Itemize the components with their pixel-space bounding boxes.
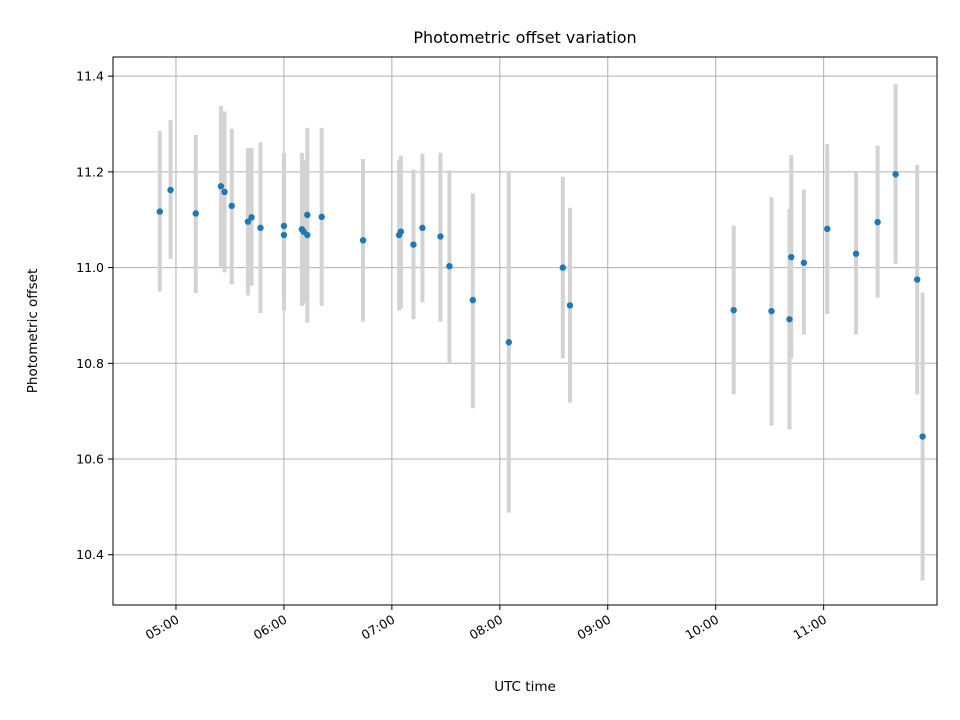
data-point xyxy=(566,302,574,309)
data-point xyxy=(248,214,255,221)
data-points xyxy=(156,171,926,440)
data-point xyxy=(419,224,426,232)
data-point xyxy=(156,208,163,215)
data-point xyxy=(359,237,367,244)
data-point xyxy=(874,218,881,226)
data-point xyxy=(244,218,252,225)
plot-background xyxy=(113,57,937,605)
x-axis: 05:00 06:00 07:00 08:00 09:00 10:00 11:00 xyxy=(143,605,829,643)
data-point xyxy=(304,231,311,239)
x-tick-label: 10:00 xyxy=(683,612,722,643)
data-point xyxy=(919,433,926,440)
data-point xyxy=(505,339,513,346)
data-point xyxy=(788,253,795,261)
chart-title: Photometric offset variation xyxy=(413,28,636,47)
y-axis: 10.4 10.6 10.8 11.0 11.2 11.4 xyxy=(76,69,113,562)
data-point xyxy=(228,202,235,210)
data-point xyxy=(304,211,311,219)
data-point xyxy=(192,210,199,217)
data-point xyxy=(800,259,808,266)
data-point xyxy=(217,183,225,190)
data-point xyxy=(446,262,453,270)
x-tick-label: 06:00 xyxy=(251,612,290,643)
y-tick-label: 10.4 xyxy=(76,547,104,562)
data-point xyxy=(410,241,417,248)
data-point xyxy=(786,316,793,323)
x-tick-label: 07:00 xyxy=(359,612,398,643)
data-point xyxy=(221,188,228,196)
x-axis-label: UTC time xyxy=(494,679,556,695)
y-tick-label: 11.0 xyxy=(76,260,104,275)
data-point xyxy=(437,233,444,240)
data-point xyxy=(397,228,405,235)
y-tick-label: 10.6 xyxy=(76,452,104,467)
data-point xyxy=(914,276,921,283)
y-tick-label: 10.8 xyxy=(76,356,104,371)
x-tick-label: 11:00 xyxy=(790,612,829,643)
y-tick-label: 11.4 xyxy=(76,69,104,84)
x-tick-label: 09:00 xyxy=(575,612,614,643)
data-point xyxy=(257,224,264,232)
data-point xyxy=(469,296,477,304)
y-tick-label: 11.2 xyxy=(76,164,104,179)
data-point xyxy=(280,222,288,230)
x-tick-label: 05:00 xyxy=(143,612,182,643)
data-point xyxy=(852,250,860,257)
data-point xyxy=(167,186,174,194)
data-point xyxy=(824,225,831,233)
data-point xyxy=(768,307,775,315)
data-point xyxy=(730,306,737,314)
x-tick-label: 08:00 xyxy=(467,612,506,643)
data-point xyxy=(559,264,566,271)
data-point xyxy=(318,213,325,221)
data-point xyxy=(280,231,288,239)
data-point xyxy=(892,171,899,178)
y-axis-label: Photometric offset xyxy=(25,269,41,393)
plot-frame xyxy=(112,56,938,606)
